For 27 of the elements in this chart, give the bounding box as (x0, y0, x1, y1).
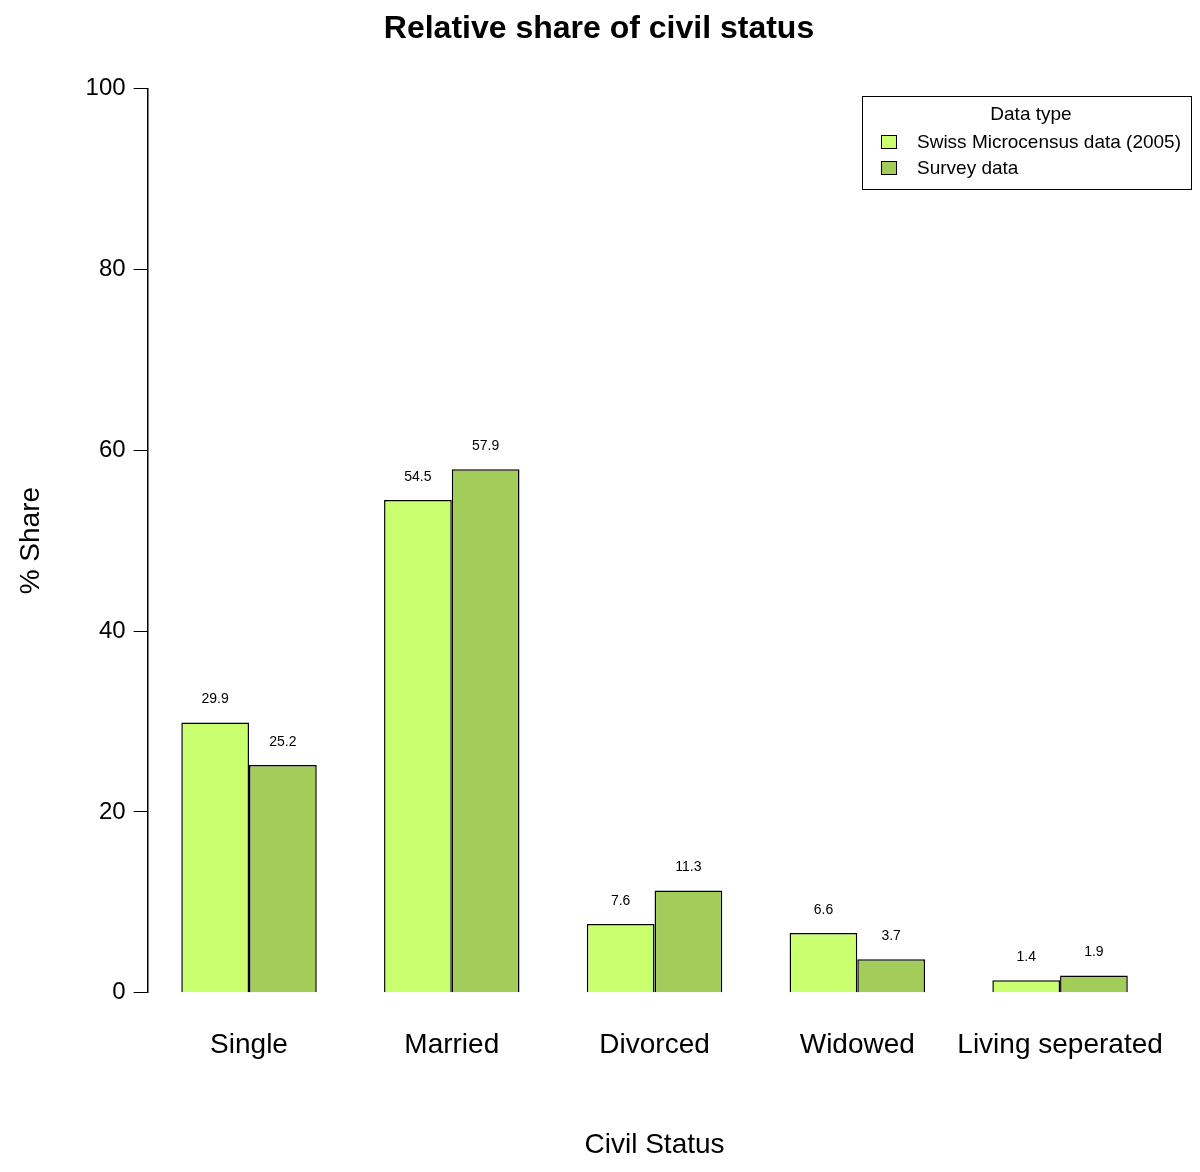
legend-title: Data type (989, 103, 1073, 125)
y-tick-label: 60 (98, 434, 126, 462)
legend-label: Swiss Microcensus data (2005) (917, 131, 1181, 153)
x-axis-title: Civil Status (584, 1127, 725, 1159)
y-tick-label: 20 (98, 796, 126, 824)
x-tick-label: Married (404, 1028, 500, 1060)
data-label: 1.9 (1084, 943, 1104, 960)
data-label: 29.9 (201, 690, 229, 707)
data-label: 25.2 (269, 732, 297, 749)
x-tick-label: Living seperated (957, 1028, 1163, 1060)
y-tick-label: 100 (85, 73, 126, 101)
data-label: 54.5 (404, 467, 432, 484)
y-tick-label: 80 (98, 253, 126, 281)
chart-title: Relative share of civil status (383, 9, 815, 46)
x-tick-label: Single (210, 1028, 288, 1060)
data-label: 57.9 (472, 437, 500, 454)
x-tick-label: Widowed (799, 1028, 915, 1060)
y-tick-label: 40 (98, 615, 126, 643)
x-tick-label: Divorced (599, 1028, 710, 1060)
data-label: 11.3 (675, 858, 702, 875)
data-label: 1.4 (1016, 948, 1037, 964)
data-label: 7.6 (610, 891, 631, 908)
y-tick-label: 0 (112, 977, 126, 1005)
data-label: 6.6 (813, 900, 834, 917)
data-label: 3.7 (881, 927, 902, 944)
legend-label: Survey data (917, 157, 1019, 179)
y-axis-title: % Share (13, 486, 45, 595)
